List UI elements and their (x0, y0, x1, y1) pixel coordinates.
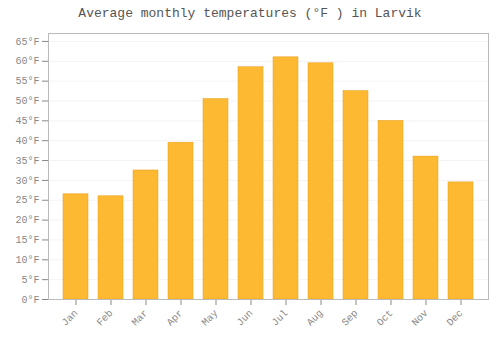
svg-text:Oct: Oct (375, 308, 396, 329)
html-text:Average monthly temperatures (: Average monthly temperatures (°F ) in La… (78, 6, 422, 21)
svg-text:Aug: Aug (305, 308, 326, 329)
svg-text:Feb: Feb (95, 308, 116, 329)
svg-text:5°F: 5°F (21, 275, 39, 286)
svg-text:45°F: 45°F (15, 116, 39, 127)
svg-text:55°F: 55°F (15, 76, 39, 87)
svg-text:20°F: 20°F (15, 215, 39, 226)
svg-text:0°F: 0°F (21, 295, 39, 306)
svg-text:Apr: Apr (165, 308, 186, 329)
svg-text:60°F: 60°F (15, 56, 39, 67)
svg-text:30°F: 30°F (15, 176, 39, 187)
svg-text:Jul: Jul (270, 308, 291, 329)
svg-text:65°F: 65°F (15, 37, 39, 48)
svg-text:Mar: Mar (130, 308, 151, 329)
svg-text:Sep: Sep (340, 308, 361, 329)
svg-text:Jun: Jun (235, 308, 256, 329)
svg-text:15°F: 15°F (15, 235, 39, 246)
svg-text:25°F: 25°F (15, 195, 39, 206)
svg-text:Dec: Dec (445, 308, 466, 329)
svg-text:10°F: 10°F (15, 255, 39, 266)
svg-text:35°F: 35°F (15, 156, 39, 167)
svg-text:Jan: Jan (60, 308, 81, 329)
svg-text:May: May (200, 308, 221, 329)
svg-text:40°F: 40°F (15, 136, 39, 147)
svg-text:50°F: 50°F (15, 96, 39, 107)
svg-text:Nov: Nov (410, 308, 431, 329)
